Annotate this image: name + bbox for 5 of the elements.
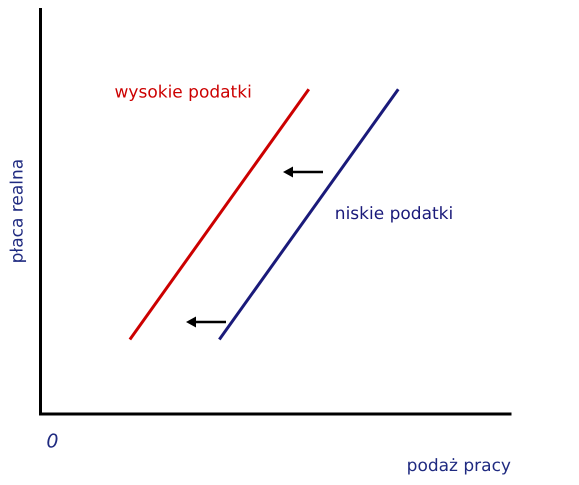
text: wysokie podatki — [114, 82, 252, 103]
series-label: niskie podatki — [334, 204, 454, 224]
y-axis-title: płaca realna — [8, 158, 28, 264]
x-axis-title: podaż pracy — [406, 456, 511, 476]
text: 0 — [46, 430, 58, 453]
